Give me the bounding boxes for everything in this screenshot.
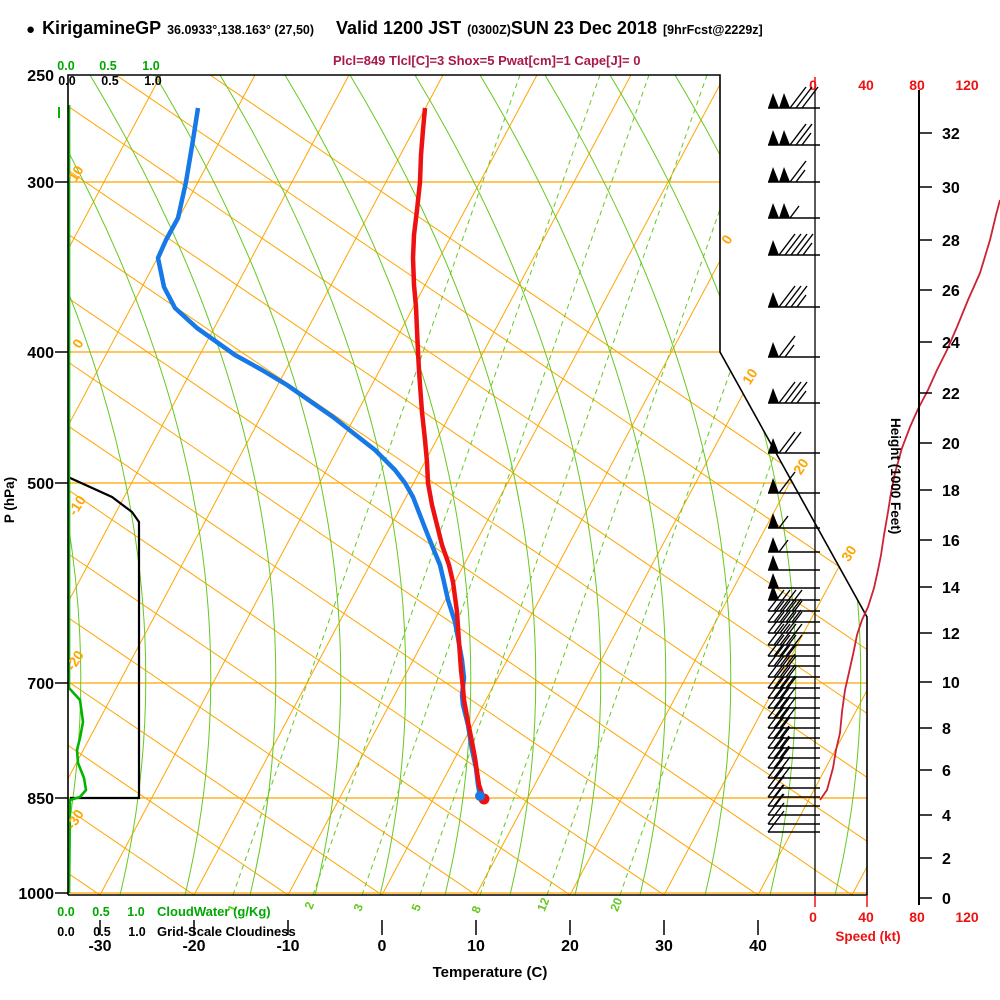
chart-title: ● KirigamineGP 36.0933°,138.163° (27,50)… (26, 18, 763, 39)
plot-border (67, 74, 868, 896)
temperature-axis: -30 -20 -10 0 10 20 30 40 Temperature (C) (88, 920, 767, 981)
svg-text:10: 10 (739, 365, 761, 387)
valid-time: Valid 1200 JST (336, 18, 462, 38)
svg-text:5: 5 (409, 901, 425, 913)
svg-text:1.0: 1.0 (127, 905, 144, 919)
svg-text:1000: 1000 (18, 886, 54, 903)
svg-text:30: 30 (942, 180, 960, 197)
svg-text:32: 32 (942, 126, 960, 143)
svg-text:300: 300 (27, 175, 54, 192)
svg-text:0.5: 0.5 (99, 59, 116, 73)
svg-text:-30: -30 (88, 938, 111, 955)
svg-text:1.0: 1.0 (144, 74, 161, 88)
station-bullet-icon: ● (26, 21, 36, 38)
skewt-grid (68, 75, 867, 895)
wind-barbs (767, 86, 820, 833)
cloudiness-profile (67, 475, 141, 800)
svg-text:20: 20 (942, 436, 960, 453)
svg-text:12: 12 (942, 626, 960, 643)
cloud-scales: 0.0 0.5 1.0 0.0 0.5 1.0 0.0 0.5 1.0 0.0 0.5 1.0 Clou… (57, 59, 295, 939)
svg-text:30: 30 (655, 938, 673, 955)
svg-text:20: 20 (607, 895, 625, 913)
svg-text:-10: -10 (276, 938, 299, 955)
svg-text:0.0: 0.0 (57, 59, 74, 73)
svg-text:80: 80 (909, 909, 925, 925)
z-time: (0300Z) (467, 23, 511, 37)
svg-text:18: 18 (942, 483, 960, 500)
svg-text:0: 0 (942, 891, 951, 908)
wind-speed-profile (819, 199, 1000, 801)
mixing-ratio-labels: 1 2 3 5 8 12 20 (225, 895, 626, 915)
svg-text:700: 700 (27, 676, 54, 693)
svg-text:-20: -20 (63, 647, 87, 673)
surface-dewpoint-dot (475, 791, 485, 801)
svg-text:10: 10 (467, 938, 485, 955)
svg-text:0.5: 0.5 (93, 925, 110, 939)
cloudwater-profile (67, 105, 88, 894)
svg-text:28: 28 (942, 233, 960, 250)
svg-text:500: 500 (27, 476, 54, 493)
cloudwater-scale-title: CloudWater (g/Kg) (157, 904, 271, 919)
forecast-tag: [9hrFcst@2229z] (662, 23, 763, 37)
temperature-trace (410, 107, 487, 800)
height-axis-title: Height (1000 Feet) (888, 418, 903, 534)
svg-text:10: 10 (65, 162, 87, 184)
svg-text:1.0: 1.0 (142, 59, 159, 73)
svg-text:0.5: 0.5 (101, 74, 118, 88)
svg-text:0: 0 (809, 909, 817, 925)
svg-text:22: 22 (942, 386, 960, 403)
svg-text:16: 16 (942, 533, 960, 550)
svg-text:40: 40 (858, 909, 874, 925)
svg-text:250: 250 (27, 68, 54, 85)
svg-text:40: 40 (749, 938, 767, 955)
speed-axis-title: Speed (kt) (835, 929, 900, 944)
svg-text:24: 24 (942, 335, 960, 352)
svg-text:0: 0 (378, 938, 387, 955)
svg-text:0.0: 0.0 (57, 905, 74, 919)
svg-text:0.5: 0.5 (92, 905, 109, 919)
svg-text:40: 40 (858, 77, 874, 93)
svg-text:0.0: 0.0 (57, 925, 74, 939)
svg-text:14: 14 (942, 580, 960, 597)
temperature-axis-title: Temperature (C) (433, 964, 548, 981)
svg-text:120: 120 (955, 77, 979, 93)
cloudiness-scale-title: Grid-Scale Cloudiness (157, 924, 296, 939)
sounding-indices: Plcl=849 Tlcl[C]=3 Shox=5 Pwat[cm]=1 Cap… (333, 53, 641, 68)
svg-text:6: 6 (942, 763, 951, 780)
svg-text:0: 0 (809, 77, 817, 93)
svg-text:2: 2 (302, 899, 318, 911)
svg-text:8: 8 (469, 903, 485, 915)
dewpoint-trace (155, 107, 483, 797)
svg-text:1.0: 1.0 (128, 925, 145, 939)
station-name: KirigamineGP (42, 18, 162, 38)
svg-text:3: 3 (351, 901, 367, 913)
svg-text:12: 12 (534, 895, 552, 913)
svg-text:0.0: 0.0 (58, 74, 75, 88)
svg-text:2: 2 (942, 851, 951, 868)
svg-text:400: 400 (27, 345, 54, 362)
svg-text:30: 30 (838, 542, 860, 564)
svg-text:26: 26 (942, 283, 960, 300)
svg-text:-30: -30 (63, 806, 87, 832)
pressure-axis: 250 300 400 500 700 850 1000 P (hPa) (2, 68, 68, 903)
svg-text:20: 20 (561, 938, 579, 955)
station-coords: 36.0933°,138.163° (27,50) (167, 23, 315, 37)
svg-text:-20: -20 (182, 938, 205, 955)
valid-date: SUN 23 Dec 2018 (510, 18, 657, 38)
pressure-axis-title: P (hPa) (2, 477, 17, 523)
svg-text:0: 0 (69, 336, 87, 351)
svg-text:850: 850 (27, 791, 54, 808)
svg-text:20: 20 (790, 455, 812, 477)
svg-text:8: 8 (942, 721, 951, 738)
svg-text:1: 1 (225, 902, 241, 914)
svg-text:120: 120 (955, 909, 979, 925)
svg-text:10: 10 (942, 675, 960, 692)
svg-text:80: 80 (909, 77, 925, 93)
svg-text:4: 4 (942, 808, 951, 825)
